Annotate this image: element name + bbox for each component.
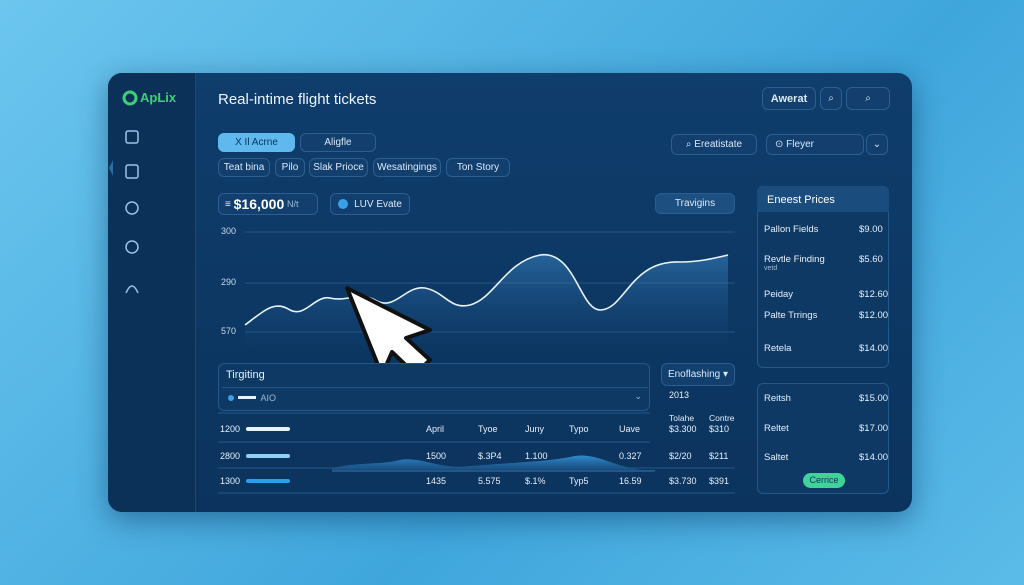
price-value: $14.00 <box>859 452 889 463</box>
table-lines <box>218 412 735 494</box>
prices-title: Eneest Prices <box>757 186 889 212</box>
table-cell: 16.59 <box>619 476 642 486</box>
tab[interactable]: Aligfle <box>300 133 376 152</box>
search-button[interactable]: ⌕ <box>820 87 842 110</box>
period-value: 2013 <box>669 390 690 400</box>
table-cell: Typo <box>569 424 589 434</box>
period-select[interactable]: Enoflashing ▾ <box>661 363 735 386</box>
table-cell: Uave <box>619 424 641 434</box>
price-name: Peiday <box>764 289 794 300</box>
price-name: Saltet <box>764 452 789 463</box>
chip[interactable]: Pilo <box>275 158 305 177</box>
y-label: 300 <box>221 226 237 236</box>
table-cell: $211 <box>709 451 729 461</box>
price-name: Palte Trrings <box>764 310 818 321</box>
table-cell: $3.300 <box>669 424 697 434</box>
account-button[interactable]: Awerat <box>762 87 816 110</box>
logo-icon <box>122 90 138 106</box>
page-title: Real-intime flight tickets <box>218 91 377 108</box>
table-cell: Tyoe <box>478 424 498 434</box>
sidebar-icons <box>125 130 139 294</box>
table-header: Contre <box>709 413 735 423</box>
table-cell: $310 <box>709 424 730 434</box>
price-name: Reltet <box>764 423 789 434</box>
select[interactable]: ⊙ Fleyer <box>766 134 864 155</box>
filter-title: Tirgiting <box>226 369 265 381</box>
price-value: $17.00 <box>859 423 889 434</box>
chart-area <box>245 254 728 345</box>
chart-line <box>244 254 729 326</box>
price-value: $9.00 <box>859 224 883 235</box>
row-label: 1200 <box>220 424 241 434</box>
table-cell: $.1% <box>525 476 546 486</box>
search-text: Ereatistate <box>694 139 743 150</box>
search-box[interactable]: ⌕ Ereatistate <box>671 134 757 155</box>
table-cell: 1435 <box>426 476 447 486</box>
y-label: 570 <box>221 326 237 336</box>
chip[interactable]: Wesatingings <box>373 158 441 177</box>
table-cell: April <box>426 424 445 434</box>
price-value: $15.00 <box>859 393 889 404</box>
table-cell: $2/20 <box>669 451 692 461</box>
table-header: Tolahe <box>669 413 695 423</box>
select-text: Fleyer <box>786 139 814 150</box>
chip[interactable]: Ton Story <box>446 158 510 177</box>
dropdown-text: AIO <box>260 393 276 403</box>
price-box: ≡ $16,000 N/t <box>218 193 318 215</box>
price-value: $12.60 <box>859 289 889 300</box>
price-value: $12.00 <box>859 310 889 321</box>
price-value: $14.00 <box>859 343 889 354</box>
y-label: 290 <box>221 277 237 287</box>
filter-dropdown[interactable]: AIO ⌄ <box>222 387 648 405</box>
table-cell: $3.730 <box>669 476 697 486</box>
table-cell: Juny <box>525 424 545 434</box>
prices-panel <box>757 186 889 368</box>
table-cell: Typ5 <box>569 476 589 486</box>
row-label: 2800 <box>220 451 241 461</box>
chip[interactable]: Teat bina <box>218 158 270 177</box>
price-name: Retela <box>764 343 792 354</box>
table-cell: 0.327 <box>619 451 642 461</box>
row-label: 1300 <box>220 476 241 486</box>
row-bars <box>246 427 290 483</box>
price-name: Revtle Finding <box>764 254 825 265</box>
price-name: Reitsh <box>764 393 791 404</box>
price-unit: N/t <box>287 199 299 209</box>
table-cell: $.3P4 <box>478 451 502 461</box>
select-chevron[interactable]: ⌄ <box>866 134 888 155</box>
logo[interactable]: ApLix <box>140 90 177 105</box>
badge-text: LUV Evate <box>354 198 402 210</box>
chip[interactable]: Slak Prioce <box>309 158 368 177</box>
period-title: Enoflashing <box>667 369 721 380</box>
table-cell: 1.100 <box>525 451 548 461</box>
price-value: $5.60 <box>859 254 883 265</box>
table-cell: $391 <box>709 476 730 486</box>
table-cell: 1500 <box>426 451 447 461</box>
sidebar-handle <box>109 160 113 176</box>
tab[interactable]: X Il Acrne <box>218 133 295 152</box>
price-name: Pallon Fields <box>764 224 819 235</box>
sidebar <box>108 73 196 512</box>
price-sub: vetd <box>764 265 778 272</box>
action-button[interactable]: Travigins <box>655 193 735 214</box>
table-cell: 5.575 <box>478 476 501 486</box>
badge[interactable]: LUV Evate <box>330 193 410 215</box>
panel-button[interactable]: Cerrice <box>803 473 845 488</box>
search-field[interactable]: ⌕ <box>846 87 890 110</box>
price-amount: $16,000 <box>233 196 285 212</box>
